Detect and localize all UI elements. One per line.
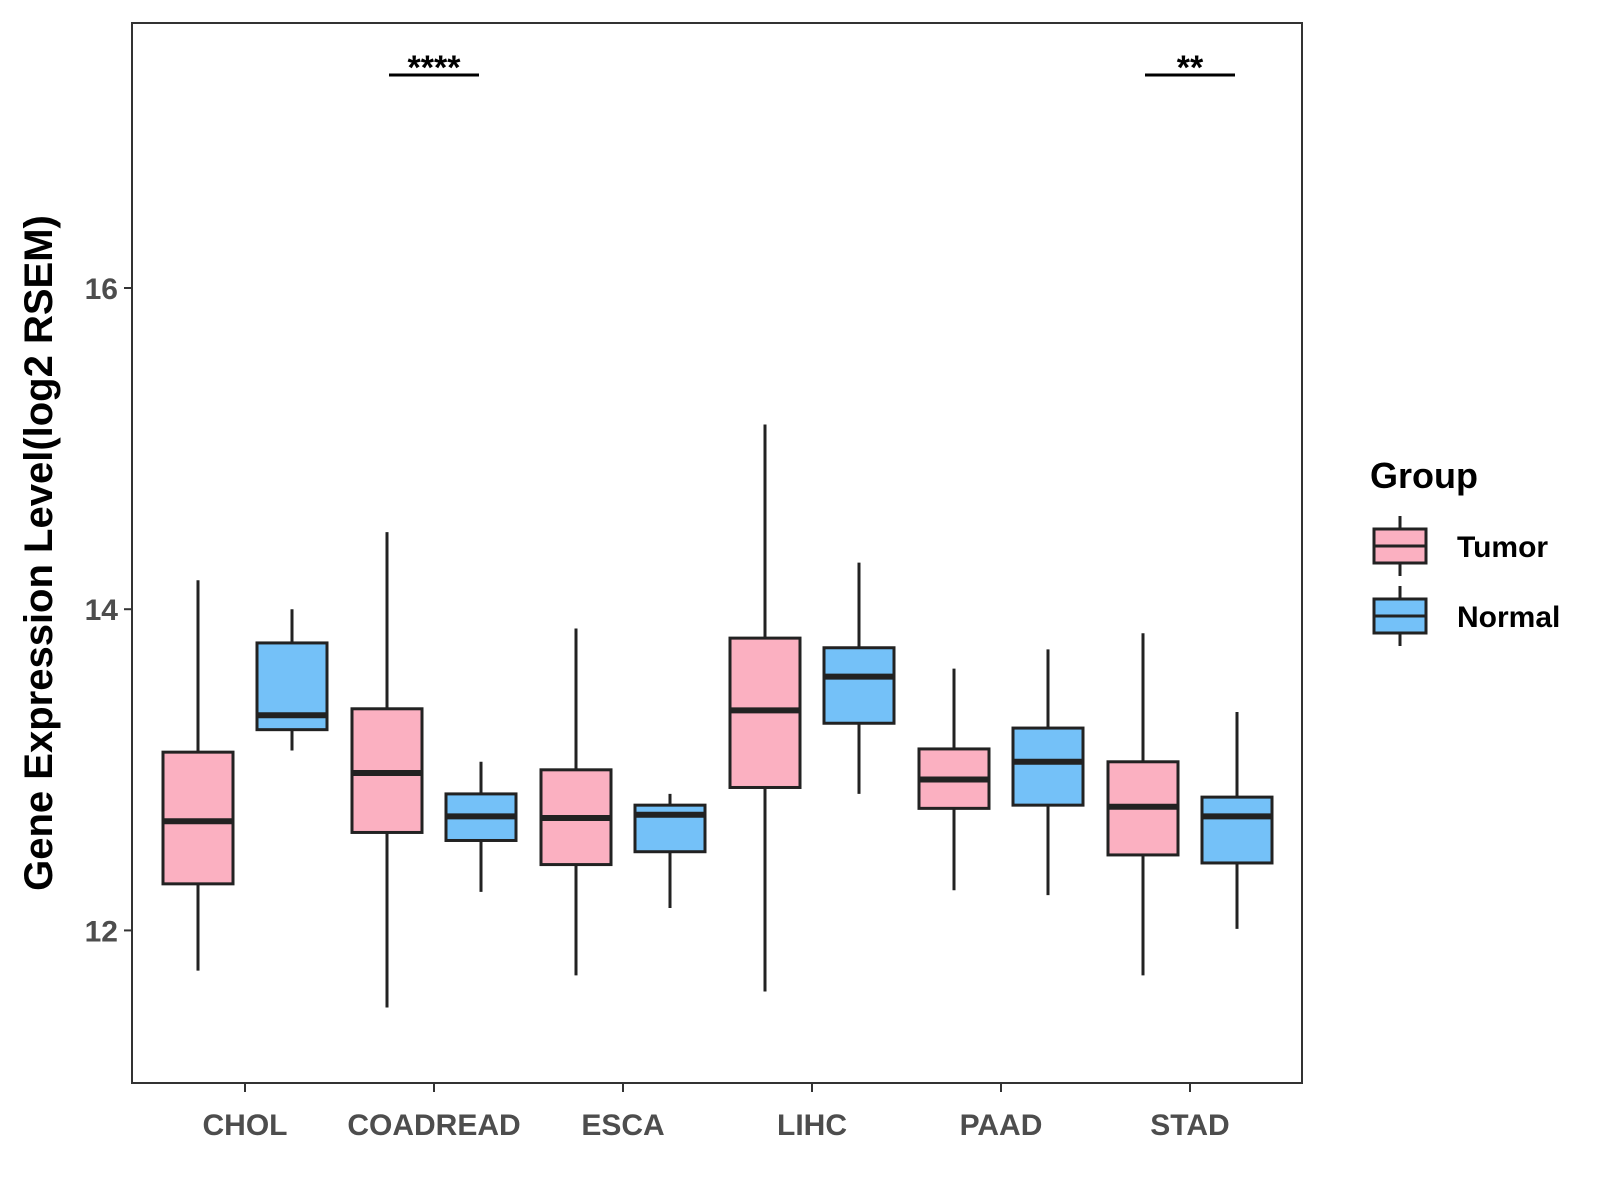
legend: Group Tumor Normal: [1370, 455, 1560, 646]
legend-label-tumor: Tumor: [1457, 531, 1548, 564]
box-iqr: [822, 646, 896, 725]
x-tick-label-paad: PAAD: [960, 1109, 1043, 1142]
y-axis: 12 14 16: [85, 273, 132, 948]
box-iqr: [1200, 795, 1274, 865]
box-tumor-chol: [161, 580, 235, 971]
legend-key-tumor: [1372, 516, 1428, 576]
legend-key-normal: [1372, 586, 1428, 646]
box-iqr: [1011, 726, 1085, 807]
significance-layer: **** **: [389, 49, 1235, 87]
box-tumor-paad: [917, 668, 991, 891]
significance-label: **: [1177, 49, 1204, 87]
box-tumor-lihc: [728, 424, 802, 992]
box-normal-esca: [633, 793, 707, 908]
box-normal-lihc: [822, 562, 896, 794]
significance-label: ****: [408, 49, 462, 87]
y-tick-label: 12: [85, 915, 118, 948]
y-axis-title: Gene Expression Level(log2 RSEM): [17, 215, 61, 891]
box-tumor-stad: [1106, 633, 1180, 976]
box-normal-coadread: [444, 761, 518, 892]
x-tick-label-stad: STAD: [1150, 1109, 1229, 1142]
legend-label-normal: Normal: [1457, 601, 1560, 634]
legend-title: Group: [1370, 455, 1478, 496]
box-iqr: [161, 750, 235, 886]
plot-panel: [131, 22, 1303, 1084]
y-tick-label: 14: [85, 594, 119, 627]
boxes-layer: [161, 424, 1274, 1008]
box-normal-stad: [1200, 712, 1274, 929]
box-normal-paad: [1011, 649, 1085, 896]
x-tick-label-esca: ESCA: [581, 1109, 664, 1142]
box-tumor-coadread: [350, 532, 424, 1008]
y-tick-label: 16: [85, 273, 118, 306]
box-tumor-esca: [539, 628, 613, 976]
x-tick-label-lihc: LIHC: [777, 1109, 847, 1142]
box-normal-chol: [255, 609, 329, 751]
x-tick-label-coadread: COADREAD: [347, 1109, 520, 1142]
x-axis: CHOL COADREAD ESCA LIHC PAAD STAD: [203, 1083, 1230, 1142]
x-tick-label-chol: CHOL: [203, 1109, 288, 1142]
